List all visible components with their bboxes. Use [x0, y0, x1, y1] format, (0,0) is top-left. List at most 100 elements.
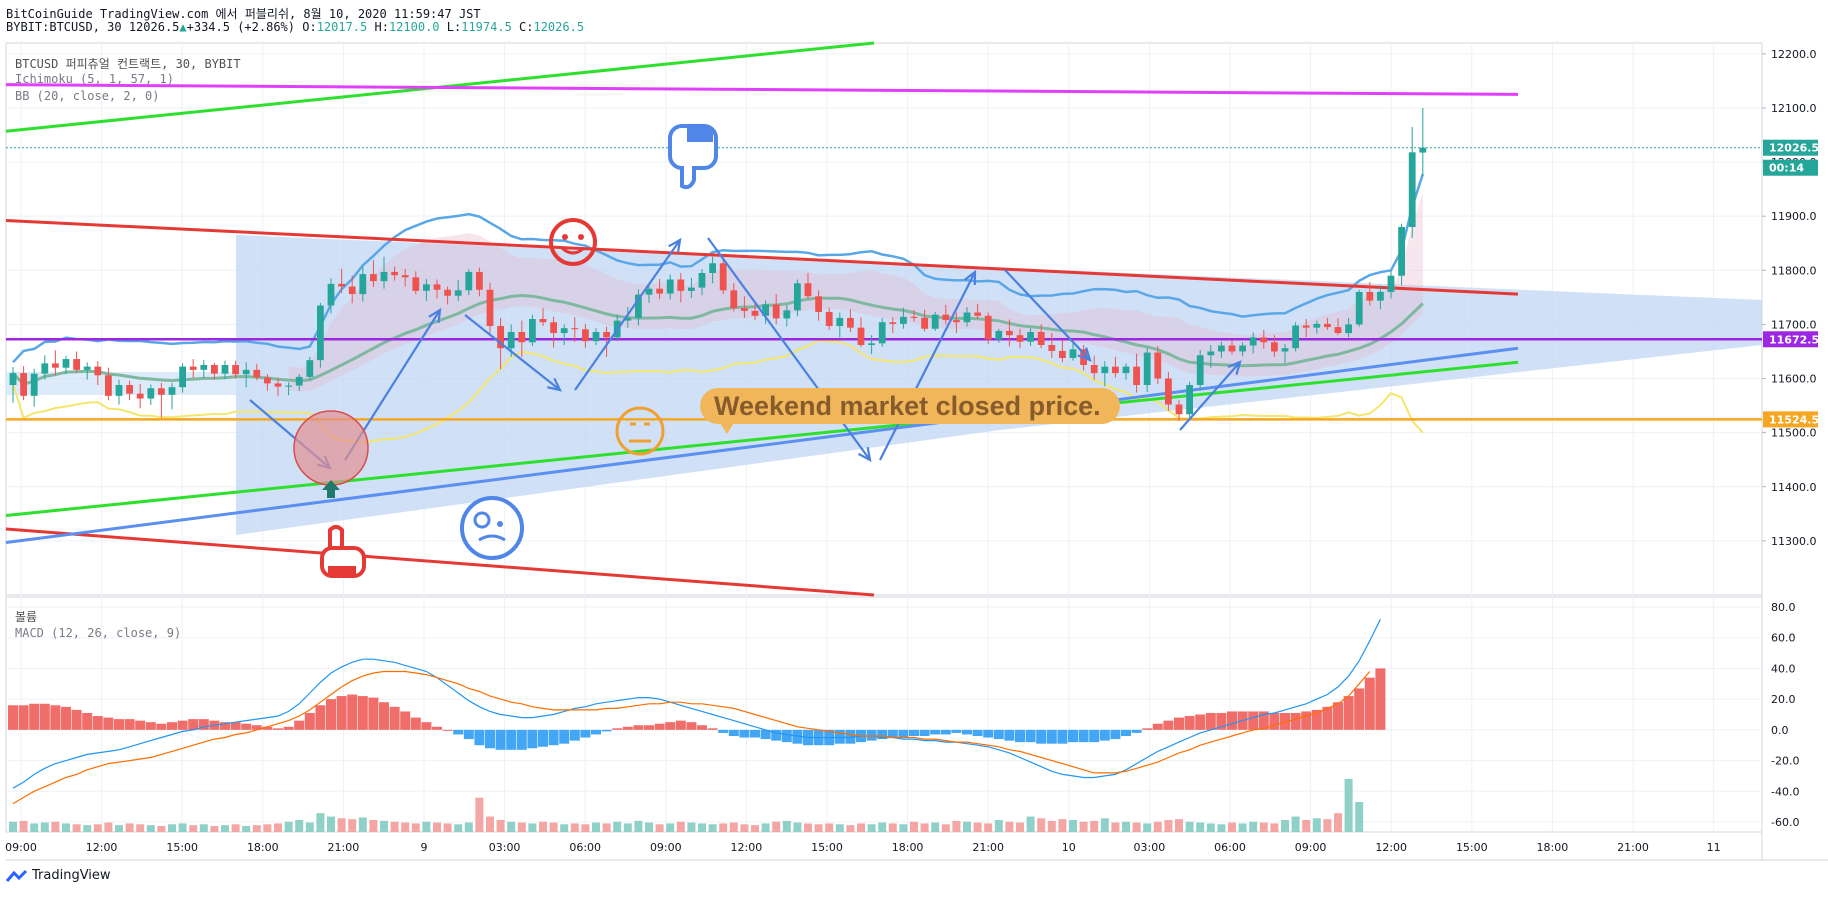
- candle-body: [465, 271, 473, 291]
- volume-bar: [729, 822, 738, 832]
- legend-macd[interactable]: MACD (12, 26, close, 9): [15, 626, 182, 640]
- candle: [253, 363, 261, 381]
- candle-body: [995, 330, 1003, 340]
- macd-histogram-bar: [1004, 729, 1015, 741]
- candle: [338, 268, 345, 294]
- candle-body: [783, 310, 791, 319]
- legend-symbol[interactable]: BTCUSD 퍼피츄얼 컨트랙트, 30, BYBIT: [15, 57, 241, 71]
- candle: [624, 307, 632, 328]
- arrow-drawing: [1004, 269, 1092, 362]
- macd-histogram-bar: [251, 725, 262, 730]
- candle-body: [1334, 327, 1342, 334]
- candle: [1408, 126, 1416, 238]
- macd-histogram-bar: [82, 712, 93, 730]
- candle: [168, 382, 176, 410]
- candle: [1207, 344, 1215, 368]
- candle-body: [1260, 337, 1268, 343]
- candle-body: [1196, 355, 1204, 386]
- time-tick-label: 12:00: [731, 841, 763, 854]
- macd-histogram-bar: [1036, 729, 1047, 744]
- volume-bar: [231, 824, 240, 832]
- macd-histogram-bar: [569, 729, 580, 741]
- macd-histogram-bar: [410, 717, 421, 730]
- volume-bar: [899, 824, 908, 832]
- hand-finger: [680, 166, 696, 190]
- candle: [794, 279, 801, 317]
- candle: [656, 278, 663, 299]
- tradingview-logo[interactable]: TradingView: [6, 868, 111, 883]
- candle-body: [30, 373, 38, 396]
- candle: [592, 328, 600, 345]
- legend-bb[interactable]: BB (20, close, 2, 0): [15, 89, 160, 103]
- volume-bar: [1005, 821, 1014, 832]
- candle-body: [1377, 291, 1384, 301]
- candle-body: [264, 377, 271, 384]
- volume-bar: [1355, 802, 1364, 832]
- arrow-head: [1077, 347, 1092, 362]
- legend-volume[interactable]: 볼륨: [15, 610, 38, 624]
- macd-tick-label: -60.0: [1771, 816, 1799, 829]
- candle-body: [592, 331, 600, 342]
- candle-body: [1387, 275, 1395, 292]
- candle-body: [900, 316, 907, 324]
- candle: [1419, 107, 1427, 176]
- candle-body: [942, 314, 950, 321]
- candle: [83, 362, 91, 380]
- macd-histogram-bar: [29, 703, 40, 730]
- macd-histogram-bar: [1152, 723, 1163, 730]
- volume-bar: [1132, 822, 1141, 832]
- volume-bar: [708, 824, 717, 832]
- macd-histogram-bar: [1068, 729, 1078, 743]
- neutral-face-outline: [615, 406, 665, 456]
- dizzy-face-outline: [460, 496, 524, 560]
- candle-body: [1101, 366, 1109, 374]
- candle-body: [73, 359, 80, 370]
- macd-histogram-bar: [177, 720, 188, 730]
- macd-histogram-bar: [718, 729, 729, 733]
- volume-bar: [941, 824, 950, 832]
- time-tick-label: 03:00: [1134, 841, 1166, 854]
- candle: [136, 383, 144, 409]
- price-axis-label: 11672.5: [1763, 331, 1819, 348]
- tradingview-logo-text: TradingView: [32, 868, 111, 883]
- volume-bar: [846, 825, 855, 832]
- volume-bar: [1111, 822, 1120, 832]
- candle-body: [147, 388, 155, 399]
- candle-body: [1207, 351, 1215, 356]
- macd-histogram-bar: [432, 726, 442, 730]
- volume-bar: [263, 824, 272, 832]
- macd-histogram-bar: [389, 706, 400, 730]
- macd-histogram-bar: [1354, 688, 1365, 730]
- time-tick-label: 10: [1062, 841, 1076, 854]
- volume-bar: [1037, 818, 1046, 832]
- volume-bar: [422, 821, 431, 832]
- volume-bar: [751, 825, 759, 832]
- macd-tick-label: 80.0: [1771, 601, 1796, 614]
- candle-body: [751, 310, 759, 316]
- volume-bar: [115, 825, 123, 832]
- candle-body: [1048, 344, 1056, 351]
- candle-body: [486, 289, 494, 327]
- candle-body: [953, 320, 960, 323]
- candle: [910, 309, 918, 322]
- candle-body: [359, 274, 367, 295]
- volume-bar: [804, 823, 812, 832]
- macd-histogram-bar: [442, 729, 453, 731]
- candle-body: [179, 366, 186, 388]
- macd-histogram-bar: [1343, 696, 1354, 730]
- highlight-circle-icon: [293, 410, 369, 486]
- volume-bar: [1312, 818, 1321, 832]
- volume-bar: [560, 824, 569, 832]
- volume-bar: [1302, 820, 1311, 832]
- candle: [698, 269, 706, 296]
- candle-body: [1302, 325, 1310, 328]
- volume-bar: [189, 825, 198, 832]
- candle-body: [794, 283, 801, 311]
- candle-body: [1165, 378, 1172, 405]
- volume-bar: [910, 821, 918, 832]
- volume-bar: [1270, 823, 1279, 832]
- candle: [1345, 317, 1352, 338]
- legend-ichimoku[interactable]: Ichimoku (5, 1, 57, 1): [15, 72, 174, 86]
- price-change: +334.5 (+2.86%): [186, 20, 295, 34]
